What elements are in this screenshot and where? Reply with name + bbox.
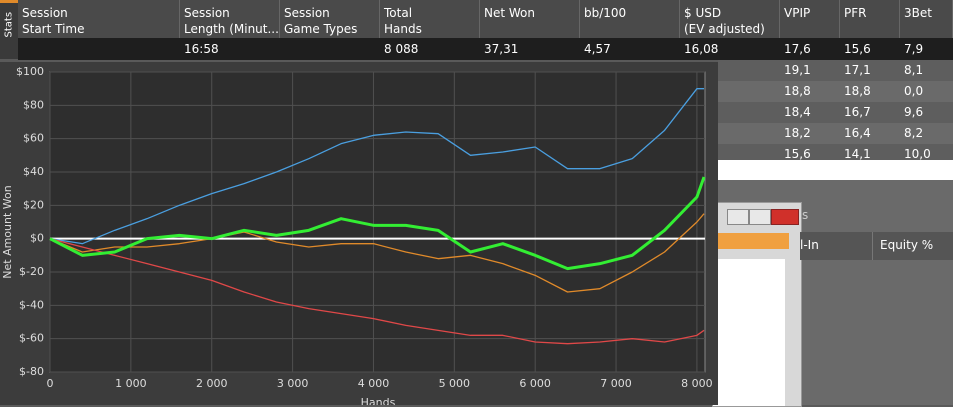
back-header: l-In Equity % (800, 232, 953, 260)
column-header[interactable]: 3Bet (900, 0, 953, 38)
cell: 16,7 (844, 105, 871, 119)
series-line (49, 88, 705, 245)
cell: 16:58 (184, 42, 219, 56)
column-header[interactable]: Total Hands (380, 0, 480, 38)
cell (18, 38, 22, 60)
column-header: l-In (800, 238, 819, 252)
plot-area (49, 71, 706, 373)
close-button[interactable] (771, 209, 799, 225)
cell: 16,4 (844, 126, 871, 140)
header-line: Hands (384, 22, 422, 36)
y-tick-label: $-60 (19, 332, 44, 345)
row-bg (718, 123, 953, 144)
header-line: Length (Minut... (184, 22, 279, 36)
row-bg (718, 102, 953, 123)
column-header[interactable]: Net Won (480, 0, 580, 38)
column-header[interactable]: bb/100 (580, 0, 680, 38)
y-tick-label: $100 (16, 65, 44, 78)
header-line: PFR (844, 6, 867, 20)
x-axis-label: Hands (361, 396, 396, 405)
header-line: Start Time (22, 22, 85, 36)
y-tick-label: $20 (23, 198, 44, 211)
header-line: Session (184, 6, 230, 20)
series-line (49, 238, 705, 345)
series-line (49, 176, 706, 271)
cell: 8,2 (904, 126, 924, 140)
chart: Net Amount Won Hands $-80 $-60 $-40 $-20 $0 $… (0, 62, 718, 405)
y-tick-label: $-80 (19, 365, 44, 378)
column-header[interactable]: $ USD (EV adjusted) (680, 0, 780, 38)
x-tick-label: 3 000 (277, 377, 309, 390)
y-tick-label: $80 (23, 98, 44, 111)
y-tick-label: $-40 (19, 298, 44, 311)
row-bg (718, 81, 953, 102)
header-line: Total (384, 6, 413, 20)
cell: 0,0 (904, 84, 924, 98)
x-tick-label: 2 000 (196, 377, 228, 390)
x-tick-label: 5 000 (439, 377, 471, 390)
summary-row-bg (18, 38, 953, 60)
cell (280, 38, 284, 60)
cell: 14,1 (844, 147, 871, 161)
cell: 15,6 (844, 42, 871, 56)
dialog-bar (713, 233, 789, 249)
y-tick-label: $40 (23, 165, 44, 178)
header-line: Session (22, 6, 68, 20)
header-line: VPIP (784, 6, 811, 20)
column-header[interactable]: PFR (840, 0, 900, 38)
row-bg (718, 60, 953, 81)
y-tick-label: $-20 (19, 265, 44, 278)
x-tick-label: 1 000 (115, 377, 147, 390)
back-tab: s (802, 208, 809, 222)
cell: 15,6 (784, 147, 811, 161)
y-tick-label: $0 (30, 232, 44, 245)
x-tick-label: 0 (47, 377, 54, 390)
dialog-pane (713, 259, 785, 406)
y-axis-label: Net Amount Won (1, 185, 14, 278)
cell: 8 088 (384, 42, 419, 56)
cell: 10,0 (904, 147, 931, 161)
column-header[interactable]: VPIP (780, 0, 840, 38)
header-line: $ USD (684, 6, 722, 20)
cell: 9,6 (904, 105, 924, 119)
header-line: Session (284, 6, 330, 20)
cell: 18,8 (844, 84, 871, 98)
x-tick-label: 8 000 (681, 377, 713, 390)
cell: 4,57 (584, 42, 611, 56)
x-tick-label: 7 000 (600, 377, 632, 390)
cell: 18,4 (784, 105, 811, 119)
cell: 17,6 (784, 42, 811, 56)
header-line: bb/100 (584, 6, 627, 20)
cell: 37,31 (484, 42, 519, 56)
x-tick-label: 4 000 (358, 377, 390, 390)
back-dialog (712, 202, 802, 407)
column-header[interactable]: Session Length (Minut... (180, 0, 280, 38)
row-bg (718, 144, 953, 165)
column-header[interactable]: Session Game Types (280, 0, 380, 38)
header-line: Game Types (284, 22, 358, 36)
y-tick-label: $60 (23, 132, 44, 145)
cell: 18,8 (784, 84, 811, 98)
header-line: (EV adjusted) (684, 22, 765, 36)
cell: 8,1 (904, 63, 924, 77)
cell: 19,1 (784, 63, 811, 77)
x-tick-label: 6 000 (519, 377, 551, 390)
divider (872, 232, 873, 260)
header-line: 3Bet (904, 6, 932, 20)
stats-tab[interactable]: Stats (0, 3, 18, 59)
cell: 16,08 (684, 42, 719, 56)
series-line (49, 213, 705, 293)
column-header[interactable]: Session Start Time (18, 0, 180, 38)
column-header: Equity % (880, 238, 934, 252)
cell: 17,1 (844, 63, 871, 77)
maximize-button[interactable] (749, 209, 771, 225)
stats-tab-label: Stats (3, 11, 15, 38)
cell: 18,2 (784, 126, 811, 140)
minimize-button[interactable] (727, 209, 749, 225)
cell: 7,9 (904, 42, 924, 56)
header-line: Net Won (484, 6, 535, 20)
white-bar (718, 160, 953, 180)
